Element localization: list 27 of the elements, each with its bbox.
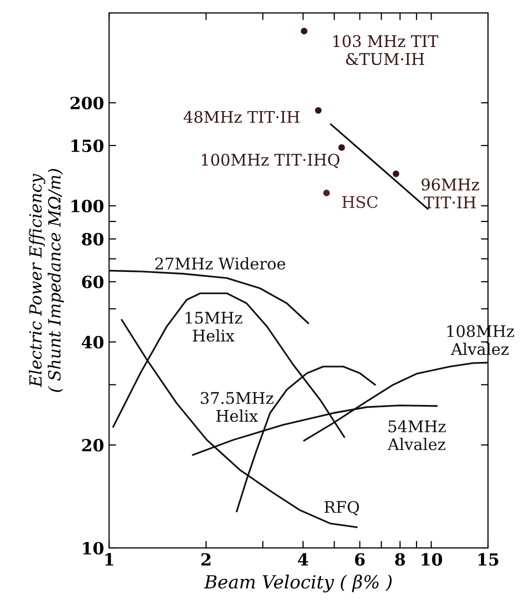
- x-axis-title: Beam Velocity ( β% ): [204, 574, 392, 592]
- y-tick-label: 100: [71, 200, 104, 212]
- series-label: RFQ: [324, 500, 359, 516]
- y-tick-label: 150: [71, 139, 104, 152]
- series-label: 100MHz TIT·IHQ: [202, 154, 340, 168]
- series-label: 103 MHz TIT &TUM·IH: [333, 35, 438, 66]
- y-tick-label: 20: [82, 438, 104, 452]
- series-label: 96MHz TIT·IH: [422, 178, 480, 208]
- series-label: 54MHz Alvalez: [388, 420, 446, 450]
- x-tick-label: 4: [298, 553, 308, 566]
- series-label: 48MHz TIT·IH: [184, 110, 300, 123]
- series-label: HSC: [342, 196, 378, 208]
- series-label: 27MHz Wideroe: [155, 257, 286, 270]
- x-tick-label: 2: [201, 553, 210, 566]
- x-tick-label: 8: [395, 553, 405, 566]
- y-tick-label: 40: [82, 336, 104, 349]
- y-tick-label: 200: [70, 96, 104, 110]
- x-tick-label: 1: [105, 553, 114, 566]
- x-tick-label: 10: [422, 553, 442, 566]
- y-axis-title: Electric Power Efficiency ( Shunt Impedance MΩ/m): [28, 169, 64, 392]
- y-tick-label: 10: [83, 542, 104, 555]
- y-tick-label: 60: [82, 276, 104, 288]
- series-label: 15MHz Helix: [186, 312, 242, 342]
- y-tick-label: 80: [82, 232, 104, 246]
- x-tick-label: 6: [355, 553, 365, 566]
- x-tick-label: 15: [478, 553, 498, 566]
- series-label: 37.5MHz Helix: [200, 392, 274, 422]
